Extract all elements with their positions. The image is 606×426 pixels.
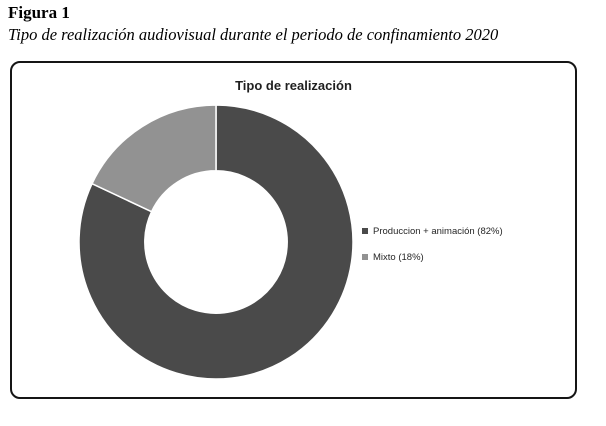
chart-title: Tipo de realización — [235, 78, 352, 93]
figure-caption-block: Figura 1 Tipo de realización audiovisual… — [8, 2, 598, 46]
legend-marker-square-icon — [362, 228, 368, 234]
figure-caption: Tipo de realización audiovisual durante … — [8, 25, 499, 45]
chart-frame: Tipo de realización Produccion + animaci… — [10, 61, 577, 399]
figure-label: Figura 1 — [8, 3, 70, 22]
chart-legend: Produccion + animación (82%) Mixto (18%) — [362, 225, 503, 277]
legend-marker-square-icon — [362, 254, 368, 260]
legend-item: Mixto (18%) — [362, 251, 503, 263]
legend-label: Produccion + animación (82%) — [373, 225, 503, 237]
legend-item: Produccion + animación (82%) — [362, 225, 503, 237]
donut-chart — [78, 104, 354, 380]
legend-label: Mixto (18%) — [373, 251, 424, 263]
donut-slice — [78, 104, 354, 380]
donut-slice — [91, 104, 217, 213]
